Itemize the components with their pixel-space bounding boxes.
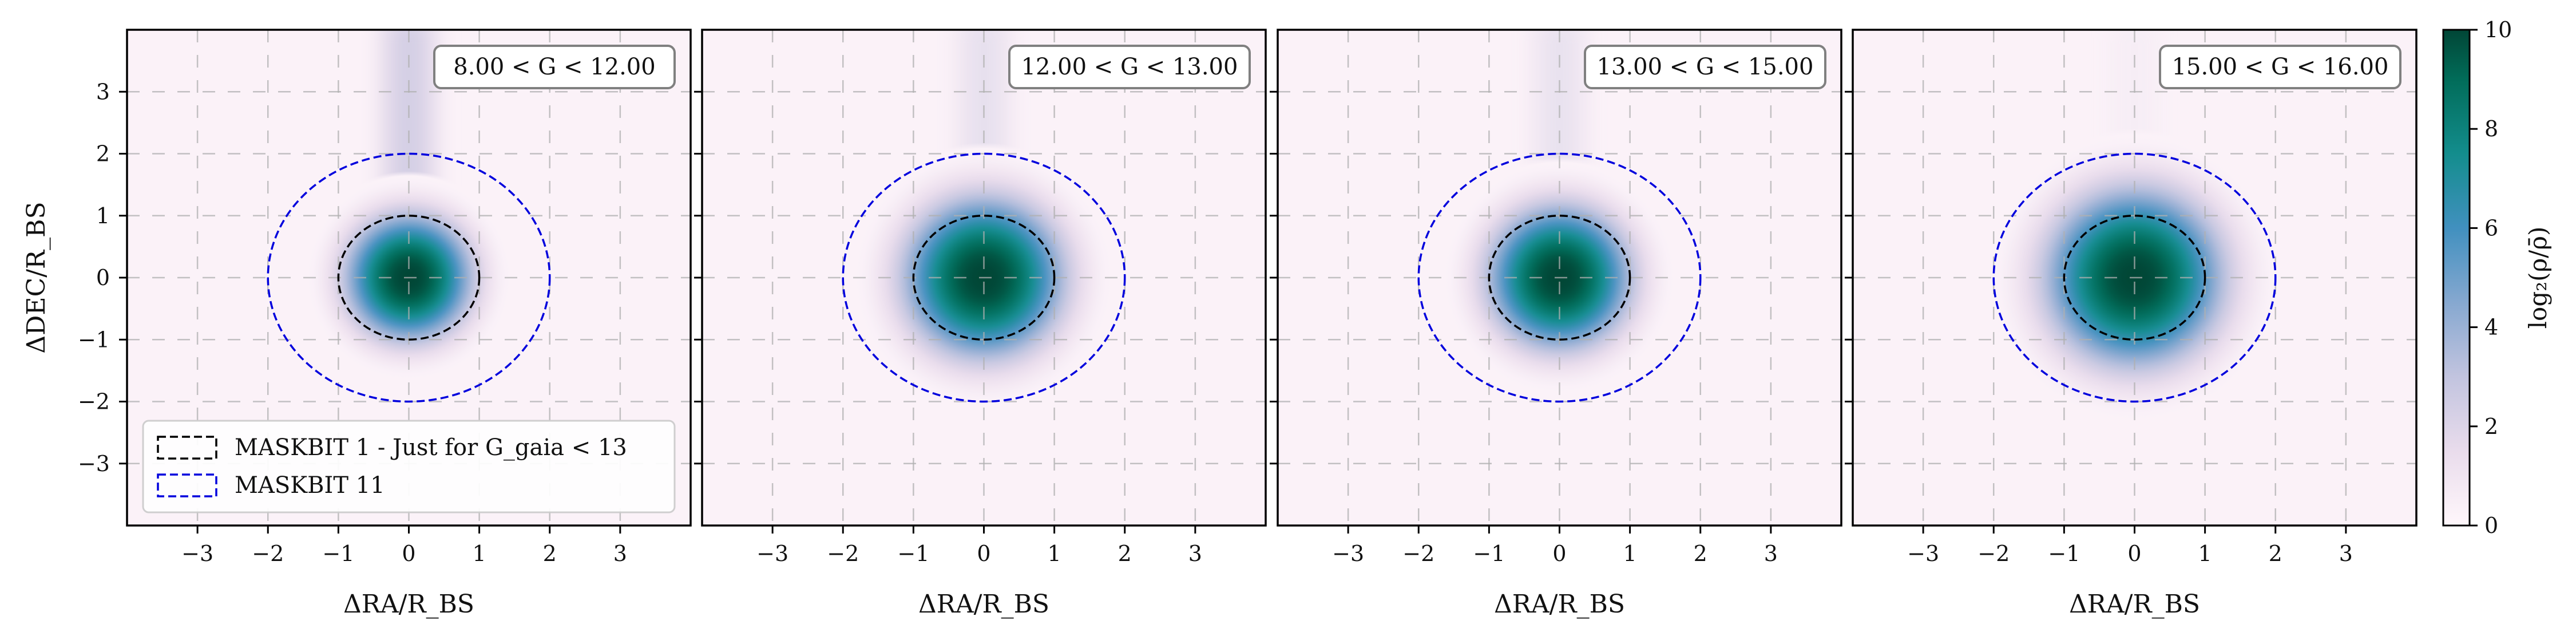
x-tick-label: −1 (1473, 541, 1505, 566)
colorbar-tick-label: 8 (2484, 116, 2498, 141)
colorbar-tick-label: 10 (2484, 17, 2512, 42)
panel-label: 13.00 < G < 15.00 (1597, 54, 1814, 80)
y-tick-label: −2 (78, 389, 110, 414)
maskbit-1-circle (912, 215, 1056, 341)
ticks: −3 −2 −1 0 1 2 3 (694, 90, 1202, 566)
y-tick-label: 0 (96, 265, 110, 290)
panel-3: −3 −2 −1 0 1 2 3 13.00 < G < 15.00 (1270, 29, 1842, 566)
x-tick-label: −2 (1402, 541, 1434, 566)
y-tick-label: −3 (78, 451, 110, 476)
colorbar-tick-label: 2 (2484, 414, 2498, 439)
x-tick-label: 2 (543, 541, 557, 566)
x-tick-label: −2 (1977, 541, 2010, 566)
maskbit-11-circle (842, 152, 1126, 403)
panel-4: −3 −2 −1 0 1 2 3 15.00 < G < 16.00 (1845, 29, 2418, 566)
x-tick-label: 3 (2339, 541, 2353, 566)
ticks: −3 −2 −1 0 1 2 3 (1270, 90, 1778, 566)
maskbit-1-circle (2063, 215, 2206, 341)
maskbit-1-circle (1488, 215, 1631, 341)
maskbit-11-circle (267, 152, 551, 403)
maskbit-11-circle (1417, 152, 1702, 403)
y-tick-label: 1 (96, 203, 110, 228)
colorbar-tick-label: 6 (2484, 215, 2498, 240)
panel-label-box (2159, 45, 2401, 89)
x-tick-label: 2 (2269, 541, 2282, 566)
panel-label: 12.00 < G < 13.00 (1021, 54, 1238, 80)
x-axis-label: ΔRA/R_BS (2069, 590, 2200, 619)
colorbar-label: log₂(ρ/ρ̄) (2524, 227, 2552, 329)
x-tick-label: 3 (613, 541, 627, 566)
y-axis-label: ΔDEC/R_BS (22, 202, 51, 353)
x-tick-label: 1 (1048, 541, 1061, 566)
ticks: −3 −2 −1 0 1 2 3 −3 −2 −1 0 1 2 3 (78, 79, 627, 566)
x-tick-label: 0 (1552, 541, 1566, 566)
x-tick-label: −2 (827, 541, 859, 566)
x-tick-label: 2 (1694, 541, 1707, 566)
x-axis-label: ΔRA/R_BS (1494, 590, 1625, 619)
x-tick-label: 1 (2198, 541, 2212, 566)
colorbar-tick-label: 4 (2484, 315, 2498, 340)
maskbit-1-circle (337, 215, 481, 341)
x-tick-label: −3 (1332, 541, 1364, 566)
colorbar-gradient (2443, 30, 2470, 526)
x-tick-label: −1 (897, 541, 929, 566)
x-tick-label: 3 (1764, 541, 1778, 566)
x-tick-label: 2 (1118, 541, 1132, 566)
legend-label: MASKBIT 1 - Just for G_gaia < 13 (235, 434, 627, 461)
panel-label: 15.00 < G < 16.00 (2172, 54, 2389, 80)
x-tick-label: 0 (402, 541, 415, 566)
y-tick-label: 2 (96, 141, 110, 167)
x-tick-label: 0 (2127, 541, 2141, 566)
legend-swatch (157, 473, 217, 497)
x-axis-label: ΔRA/R_BS (918, 590, 1049, 619)
x-tick-label: 1 (473, 541, 486, 566)
panel-label-box (1584, 45, 1826, 89)
x-axis-label: ΔRA/R_BS (343, 590, 474, 619)
maskbit-11-circle (1992, 152, 2277, 403)
panel-label: 8.00 < G < 12.00 (453, 54, 655, 80)
x-tick-label: −3 (181, 541, 213, 566)
panel-label-box (433, 45, 676, 89)
x-tick-label: 3 (1188, 541, 1202, 566)
colorbar-frame (2442, 29, 2471, 527)
y-tick-label: 3 (96, 79, 110, 104)
x-tick-label: −3 (1907, 541, 1939, 566)
y-tick-label: −1 (78, 327, 110, 352)
x-tick-label: 0 (977, 541, 990, 566)
legend-label: MASKBIT 11 (235, 472, 385, 499)
ticks: −3 −2 −1 0 1 2 3 (1845, 90, 2353, 566)
x-tick-label: −1 (2048, 541, 2080, 566)
legend-box (142, 420, 676, 513)
x-tick-label: 1 (1623, 541, 1637, 566)
panel-2: −3 −2 −1 0 1 2 3 12.00 < G < 13.00 (694, 29, 1267, 566)
colorbar-tick-label: 0 (2484, 513, 2498, 538)
x-tick-label: −3 (756, 541, 788, 566)
panel-label-box (1008, 45, 1251, 89)
legend-swatch (157, 436, 217, 460)
x-tick-label: −2 (252, 541, 284, 566)
x-tick-label: −1 (322, 541, 354, 566)
